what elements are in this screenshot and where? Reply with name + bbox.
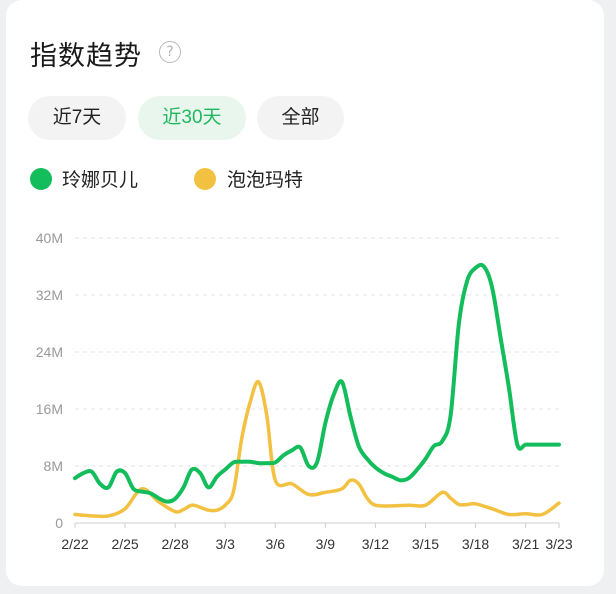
x-tick-label: 3/9: [316, 536, 336, 552]
tab-all[interactable]: 全部: [257, 96, 344, 140]
x-tick-label: 3/15: [412, 536, 439, 552]
page-title: 指数趋势: [30, 41, 142, 71]
x-tick-label: 2/22: [61, 536, 88, 552]
tab-30-days[interactable]: 近30天: [138, 96, 246, 140]
y-tick-label: 32M: [36, 287, 63, 303]
y-tick-label: 16M: [36, 401, 63, 417]
x-tick-label: 2/28: [162, 536, 189, 552]
x-tick-label: 3/6: [266, 536, 286, 552]
x-tick-label: 3/21: [512, 536, 539, 552]
x-tick-label: 3/3: [215, 536, 235, 552]
y-tick-label: 40M: [36, 230, 63, 246]
x-tick-label: 2/25: [111, 536, 138, 552]
legend-dot-series-2: [194, 168, 216, 190]
x-tick-label: 3/12: [362, 536, 389, 552]
legend-label-series-1[interactable]: 玲娜贝儿: [62, 170, 139, 191]
tab-7-days[interactable]: 近7天: [28, 96, 126, 140]
y-tick-label: 0: [55, 515, 63, 531]
x-tick-label: 3/23: [545, 536, 572, 552]
help-icon[interactable]: ?: [159, 41, 181, 63]
series-line-1: [73, 262, 561, 504]
y-tick-label: 24M: [36, 344, 63, 360]
y-tick-label: 8M: [44, 458, 63, 474]
legend-label-series-2[interactable]: 泡泡玛特: [227, 170, 304, 191]
series-line-2: [73, 379, 561, 519]
legend-dot-series-1: [30, 168, 52, 190]
x-tick-label: 3/18: [462, 536, 489, 552]
